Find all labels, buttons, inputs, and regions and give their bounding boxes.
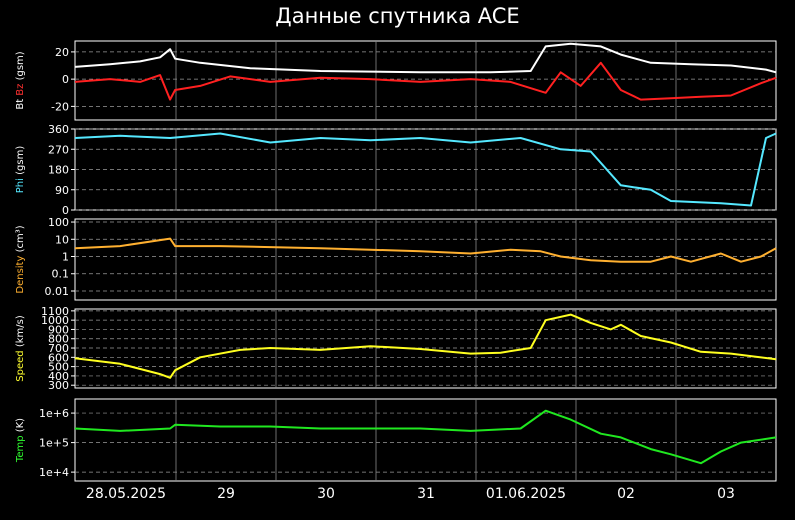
y-axis-label-density: Density (cm³) <box>15 225 26 293</box>
y-tick-label-speed: 1100 <box>41 305 69 318</box>
y-tick-label-density: 10 <box>55 233 69 246</box>
series-temp <box>74 409 777 465</box>
y-tick-label-phi: 0 <box>62 204 69 217</box>
y-axis-label-part: (cm³) <box>15 225 26 255</box>
x-tick-label: 28.05.2025 <box>86 486 166 502</box>
y-axis-label-speed: Speed (km/s) <box>15 315 26 382</box>
series-bz <box>74 61 777 101</box>
x-tick-label: 03 <box>717 486 735 502</box>
series-density <box>74 237 777 263</box>
panel-frame-mag <box>74 40 777 121</box>
y-tick-label-mag: 0 <box>62 73 69 86</box>
y-tick-label-mag: 20 <box>55 46 69 59</box>
x-tick-label: 01.06.2025 <box>486 486 566 502</box>
y-tick-label-phi: 360 <box>48 123 69 136</box>
x-tick-label: 29 <box>217 486 235 502</box>
panel-frame-density <box>74 218 777 301</box>
y-axis-label-part: Density <box>15 256 26 294</box>
y-axis-label-part: (gsm) <box>15 51 26 83</box>
x-tick-label: 30 <box>317 486 335 502</box>
y-tick-label-temp: 1e+6 <box>39 407 69 420</box>
y-tick-label-density: 1 <box>62 251 69 264</box>
y-tick-label-density: 0.1 <box>52 268 70 281</box>
y-axis-label-temp: Temp (K) <box>15 418 26 463</box>
y-tick-label-speed: 400 <box>48 370 69 383</box>
y-axis-label-part: Phi <box>15 178 26 193</box>
y-tick-label-speed: 600 <box>48 351 69 364</box>
series-phi <box>74 132 777 207</box>
y-tick-label-speed: 500 <box>48 361 69 374</box>
y-tick-label-density: 0.01 <box>45 285 70 298</box>
y-tick-label-mag: -20 <box>51 100 69 113</box>
y-tick-label-speed: 300 <box>48 379 69 392</box>
y-axis-label-part: (gsm) <box>15 146 26 178</box>
y-axis-label-part: (km/s) <box>15 315 26 350</box>
y-axis-label-part: (K) <box>15 418 26 436</box>
y-axis-label-part: Bt <box>15 96 26 110</box>
y-axis-label-phi: Phi (gsm) <box>15 146 26 194</box>
y-tick-label-speed: 800 <box>48 333 69 346</box>
y-tick-label-speed: 1000 <box>41 314 69 327</box>
y-axis-label-part: Temp <box>15 435 26 463</box>
y-tick-label-density: 100 <box>48 216 69 229</box>
y-tick-label-temp: 1e+4 <box>39 466 69 479</box>
panel-frame-temp <box>74 398 777 482</box>
y-axis-label-part: Bz <box>15 84 26 96</box>
y-axis-label-mag: Bt Bz (gsm) <box>15 51 26 109</box>
series-bt <box>74 42 777 74</box>
y-tick-label-temp: 1e+5 <box>39 437 69 450</box>
y-tick-label-speed: 700 <box>48 342 69 355</box>
x-tick-label: 02 <box>617 486 635 502</box>
y-tick-label-speed: 900 <box>48 323 69 336</box>
y-tick-label-phi: 180 <box>48 164 69 177</box>
chart-title: Данные спутника ACE <box>275 4 520 28</box>
y-tick-label-phi: 90 <box>55 184 69 197</box>
y-tick-label-phi: 270 <box>48 143 69 156</box>
y-axis-label-part: Speed <box>15 350 26 381</box>
series-speed <box>74 313 777 379</box>
x-tick-label: 31 <box>417 486 435 502</box>
